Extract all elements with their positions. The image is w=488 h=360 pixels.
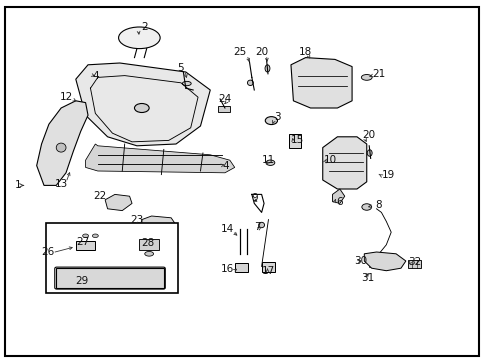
Polygon shape	[322, 137, 366, 189]
Ellipse shape	[134, 104, 149, 113]
Text: 26: 26	[41, 247, 54, 257]
Polygon shape	[85, 144, 234, 173]
Polygon shape	[290, 58, 351, 108]
Text: 27: 27	[76, 237, 90, 247]
Ellipse shape	[264, 65, 269, 72]
Text: 23: 23	[130, 215, 143, 225]
Text: 5: 5	[177, 63, 184, 73]
Text: 21: 21	[371, 69, 385, 79]
Ellipse shape	[92, 234, 98, 238]
Ellipse shape	[247, 80, 253, 85]
Polygon shape	[142, 216, 176, 232]
Text: 4: 4	[222, 161, 229, 171]
Text: 16: 16	[220, 264, 234, 274]
Ellipse shape	[361, 204, 371, 210]
Text: 12: 12	[59, 92, 73, 102]
Text: 6: 6	[336, 197, 343, 207]
Bar	[407, 260, 420, 268]
Bar	[261, 262, 275, 272]
Text: 22: 22	[93, 191, 107, 201]
Text: 18: 18	[298, 47, 312, 57]
Text: 3: 3	[274, 112, 281, 122]
Text: 19: 19	[381, 170, 395, 180]
Text: 11: 11	[261, 155, 274, 165]
Polygon shape	[105, 194, 132, 211]
Ellipse shape	[361, 75, 371, 80]
Text: 24: 24	[218, 94, 231, 104]
Text: 14: 14	[220, 224, 234, 234]
Polygon shape	[332, 189, 344, 203]
Bar	[46, 223, 178, 293]
Ellipse shape	[265, 160, 274, 166]
Text: 13: 13	[54, 179, 68, 189]
Bar	[377, 259, 383, 267]
Ellipse shape	[258, 222, 264, 228]
Text: 9: 9	[250, 193, 257, 203]
Ellipse shape	[366, 150, 371, 156]
Ellipse shape	[144, 252, 153, 256]
Bar	[139, 239, 159, 250]
Text: 15: 15	[290, 135, 304, 145]
Text: 20: 20	[255, 47, 267, 57]
Bar	[288, 134, 300, 148]
Ellipse shape	[182, 81, 191, 86]
Text: 17: 17	[261, 266, 274, 276]
Text: 8: 8	[375, 200, 382, 210]
Text: 4: 4	[92, 71, 99, 81]
Text: 10: 10	[323, 155, 336, 165]
Text: 7: 7	[254, 222, 261, 232]
Text: 28: 28	[141, 238, 155, 248]
Bar	[76, 241, 95, 250]
Text: 31: 31	[360, 273, 374, 283]
Ellipse shape	[264, 117, 277, 125]
Ellipse shape	[56, 143, 66, 152]
Bar	[368, 259, 374, 267]
Text: 2: 2	[141, 22, 147, 32]
Text: 29: 29	[75, 276, 89, 286]
Text: 30: 30	[354, 256, 366, 266]
Bar	[56, 268, 163, 288]
Text: 1: 1	[15, 180, 22, 190]
Text: 20: 20	[362, 130, 375, 140]
Bar	[217, 106, 229, 112]
Ellipse shape	[118, 27, 160, 49]
Text: 25: 25	[232, 47, 246, 57]
Polygon shape	[37, 101, 88, 185]
Text: 32: 32	[407, 257, 421, 267]
Bar	[234, 263, 248, 272]
Polygon shape	[76, 63, 210, 146]
Polygon shape	[364, 252, 405, 271]
Ellipse shape	[82, 234, 88, 238]
Bar	[386, 259, 392, 267]
